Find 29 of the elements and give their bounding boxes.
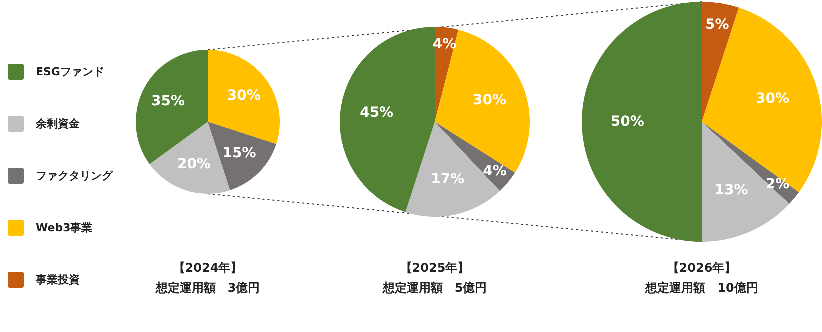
data-label: 30% <box>473 92 507 108</box>
text: 想定運用額 3億円 <box>154 281 260 295</box>
legend-label: 事業投資 <box>35 274 80 286</box>
data-label: 15% <box>222 146 256 162</box>
pie-slice <box>582 2 702 242</box>
text: 想定運用額 5億円 <box>382 281 488 295</box>
data-label: 30% <box>227 88 261 104</box>
data-label: 50% <box>610 114 644 130</box>
text: 【2024年】 <box>173 261 243 275</box>
pie-slice <box>702 2 740 122</box>
data-label: 35% <box>151 94 185 110</box>
data-label: 17% <box>431 171 465 188</box>
data-label: 13% <box>714 182 748 198</box>
legend-label: 余剰資金 <box>35 118 81 130</box>
text: 【2025年】 <box>400 261 470 275</box>
text: 【2026年】 <box>667 261 737 275</box>
data-label: 30% <box>756 91 790 108</box>
pie-slice <box>208 50 280 144</box>
data-label: 5% <box>706 16 730 33</box>
text: 想定運用額 10億円 <box>644 281 758 295</box>
data-label: 45% <box>360 104 394 121</box>
data-label: 20% <box>177 156 211 172</box>
pie-slice <box>702 8 822 193</box>
pie-slice <box>702 122 790 242</box>
legend-label: ファクタリング <box>36 170 114 182</box>
legend-label: ESGファンド <box>36 66 104 78</box>
legend-label: Web3事業 <box>36 222 93 234</box>
data-label: 4% <box>432 36 457 53</box>
data-label: 4% <box>483 164 507 180</box>
